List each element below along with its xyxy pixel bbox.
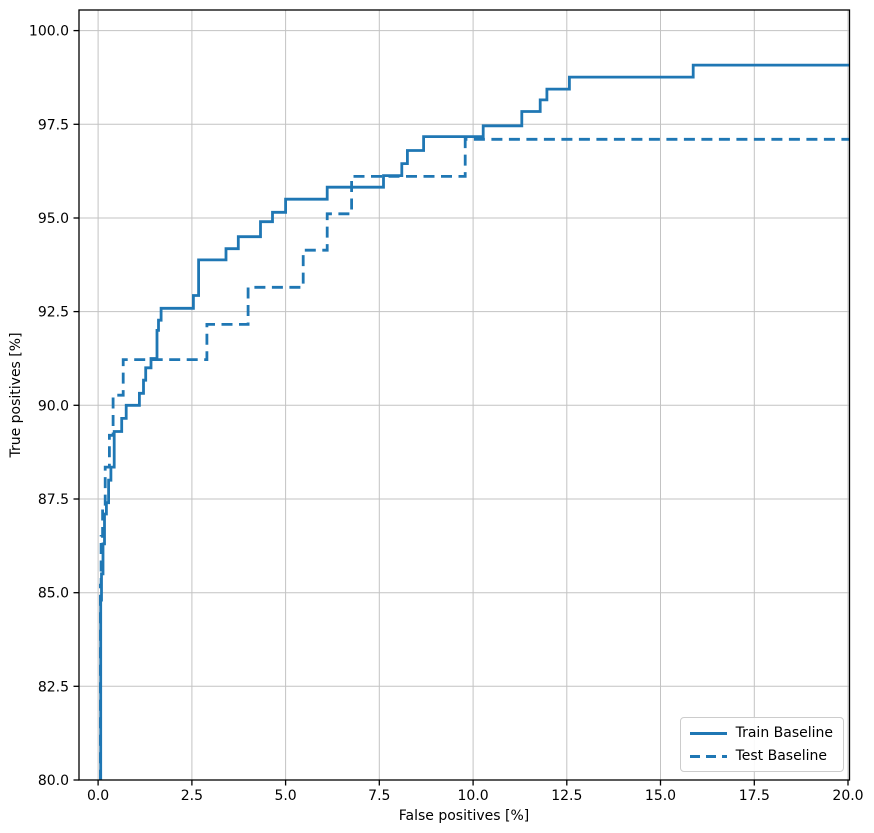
- y-tick-label: 92.5: [38, 305, 69, 321]
- legend-item-train: Train Baseline: [689, 725, 833, 741]
- x-tick-label: 5.0: [274, 788, 296, 804]
- y-tick-label: 90.0: [38, 398, 69, 414]
- train-line-sample: [689, 731, 727, 735]
- x-tick-label: 15.0: [645, 788, 676, 804]
- y-axis-label: True positives [%]: [8, 332, 24, 458]
- x-tick-label: 2.5: [181, 788, 203, 804]
- y-tick-label: 80.0: [38, 773, 69, 789]
- x-tick-label: 20.0: [832, 788, 863, 804]
- y-tick-label: 82.5: [38, 679, 69, 695]
- y-tick-label: 100.0: [29, 24, 69, 40]
- test-line-sample: [689, 754, 727, 758]
- x-tick-label: 7.5: [368, 788, 390, 804]
- legend-label-test: Test Baseline: [735, 748, 827, 764]
- legend: Train Baseline Test Baseline: [679, 717, 844, 772]
- legend-label-train: Train Baseline: [735, 725, 833, 741]
- x-axis-label: False positives [%]: [398, 808, 530, 824]
- test-baseline-curve: [99, 137, 850, 780]
- legend-item-test: Test Baseline: [689, 748, 833, 764]
- y-tick-label: 87.5: [38, 492, 69, 508]
- x-tick-label: 10.0: [458, 788, 489, 804]
- y-tick-label: 95.0: [38, 211, 69, 227]
- y-tick-label: 97.5: [38, 117, 69, 133]
- axes-frame: [78, 9, 851, 781]
- x-tick-label: 0.0: [87, 788, 109, 804]
- curves-group: [99, 63, 850, 780]
- y-tick-label: 85.0: [38, 586, 69, 602]
- x-tick-label: 12.5: [551, 788, 582, 804]
- train-baseline-curve: [99, 63, 850, 780]
- x-tick-label: 17.5: [739, 788, 770, 804]
